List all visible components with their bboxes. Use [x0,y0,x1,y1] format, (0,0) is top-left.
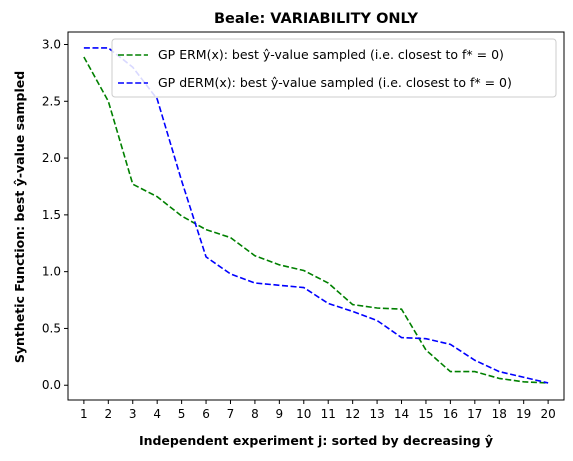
plot-frame [67,31,565,401]
x-tick-label: 15 [418,407,433,421]
x-tick-label: 8 [251,407,259,421]
x-tick-label: 3 [129,407,137,421]
x-tick-label: 10 [296,407,311,421]
y-tick-label: 0.5 [42,321,61,335]
legend-label-1: GP ERM(x): best ŷ-value sampled (i.e. cl… [158,47,504,62]
x-tick-label: 19 [516,407,531,421]
x-tick-label: 7 [227,407,235,421]
y-tick-label: 2.0 [42,151,61,165]
legend-label-2: GP dERM(x): best ŷ-value sampled (i.e. c… [158,75,512,90]
series-line-1 [83,56,549,384]
x-tick-label: 9 [276,407,284,421]
y-tick-label: 1.0 [42,265,61,279]
legend-box [111,38,557,98]
series-line-2 [83,47,549,384]
x-tick-label: 14 [394,407,409,421]
y-tick-label: 1.5 [42,208,61,222]
x-tick-label: 6 [202,407,210,421]
plot-area: 1 2 3 4 5 6 7 8 9 10 11 12 13 14 15 16 17 18 19 200.00.51.0… [42,31,565,421]
x-tick-label: 16 [443,407,458,421]
x-tick-label: 2 [104,407,112,421]
x-tick-label: 17 [467,407,482,421]
legend: GP ERM(x): best ŷ-value sampled (i.e. cl… [111,38,557,98]
chart-title: Beale: VARIABILITY ONLY [214,11,419,27]
x-tick-label: 4 [153,407,161,421]
y-axis-label: Synthetic Function: best ŷ-value sampled [12,71,27,363]
x-tick-label: 20 [540,407,555,421]
y-tick-label: 3.0 [42,37,61,51]
x-tick-label: 12 [345,407,360,421]
y-tick-label: 0.0 [42,378,61,392]
y-tick-label: 2.5 [42,94,61,108]
x-tick-label: 11 [321,407,336,421]
x-axis-label: Independent experiment j: sorted by decr… [139,433,493,448]
x-tick-label: 1 [80,407,88,421]
x-tick-label: 5 [178,407,186,421]
x-tick-label: 13 [369,407,384,421]
x-tick-label: 18 [492,407,507,421]
